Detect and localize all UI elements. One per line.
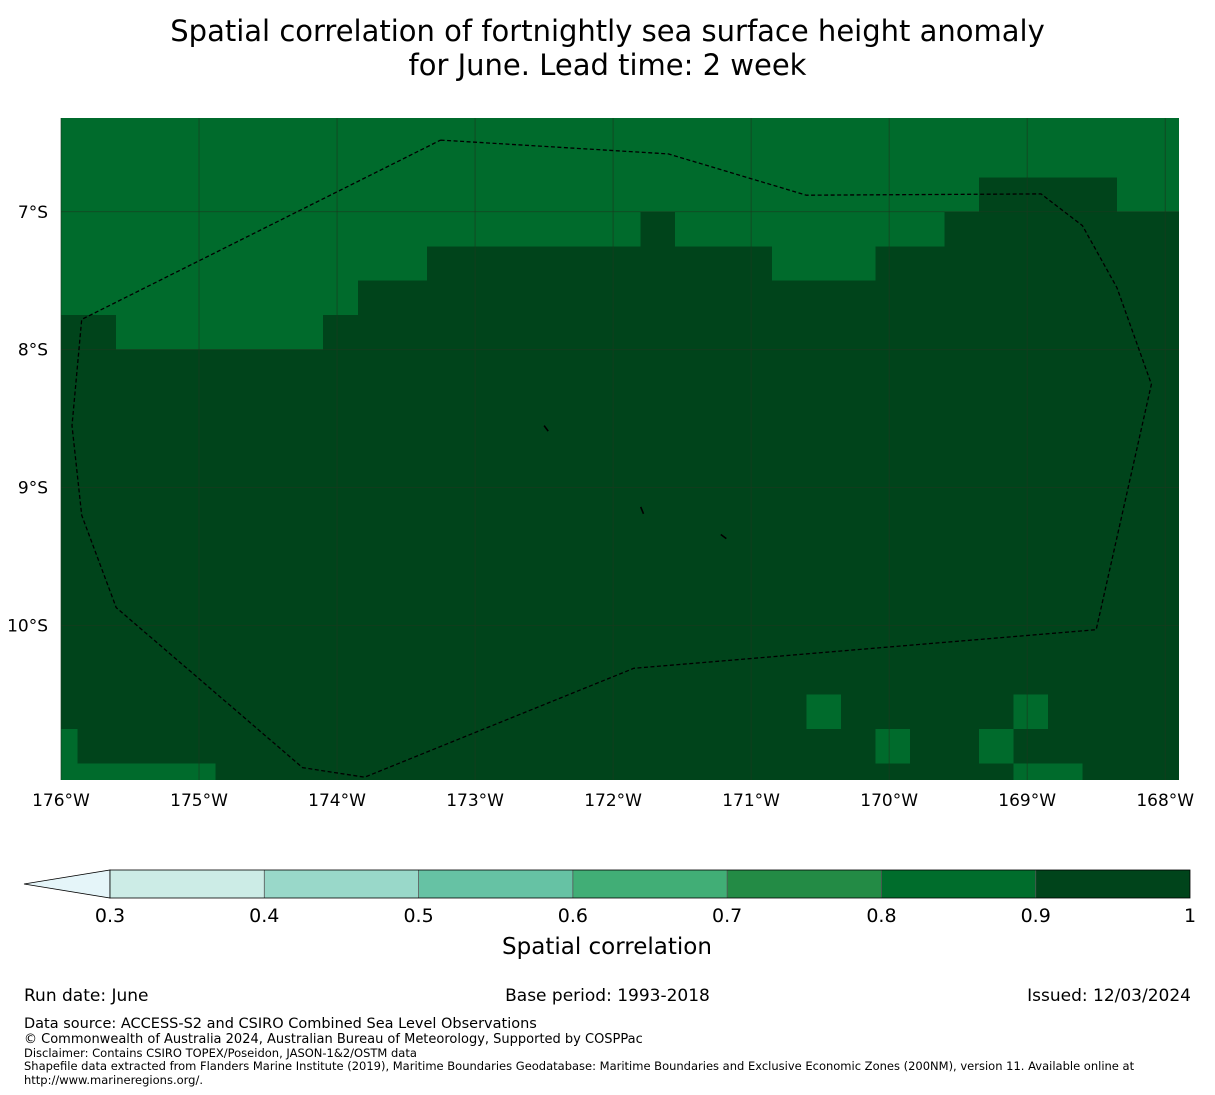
colorbar-bin — [110, 870, 265, 898]
colorbar-bin — [418, 870, 573, 898]
island-outline — [639, 506, 645, 515]
colorbar: 0.3 0.4 0.5 0.6 0.7 0.8 0.9 1 — [23, 869, 1196, 927]
colorbar-tick-label: 0.8 — [866, 905, 896, 927]
x-axis-ticks: 176°W 175°W 174°W 173°W 172°W 171°W 170°W 169°W… — [32, 791, 1194, 811]
colorbar-title: Spatial correlation — [502, 934, 712, 960]
x-tick-label: 169°W — [998, 791, 1056, 811]
colorbar-extend-min — [23, 869, 111, 899]
y-axis-ticks: 7°S 8°S 9°S 10°S — [7, 203, 48, 637]
x-tick-label: 176°W — [32, 791, 90, 811]
correlation-cell — [61, 694, 807, 729]
colorbar-bin — [1035, 870, 1190, 898]
map-panel — [60, 118, 1179, 780]
base-period: Base period: 1993-2018 — [505, 986, 710, 1006]
correlation-cell — [640, 246, 772, 281]
x-tick-label: 172°W — [584, 791, 642, 811]
run-date: Run date: June — [24, 986, 149, 1006]
eez-boundary — [71, 139, 1153, 778]
footer-notes: Data source: ACCESS-S2 and CSIRO Combine… — [24, 1016, 1199, 1087]
issued-date: Issued: 12/03/2024 — [1027, 986, 1191, 1006]
x-tick-label: 174°W — [308, 791, 366, 811]
shapefile-credit: Shapefile data extracted from Flanders M… — [24, 1059, 1135, 1087]
correlation-cell — [357, 280, 945, 316]
colorbar-tick-label: 0.5 — [403, 905, 433, 927]
x-tick-label: 173°W — [446, 791, 504, 811]
correlation-cell — [61, 349, 1179, 695]
chart-title: Spatial correlation of fortnightly sea s… — [0, 14, 1215, 82]
colorbar-bin — [881, 870, 1036, 898]
disclaimer: Disclaimer: Contains CSIRO TOPEX/Poseido… — [24, 1046, 417, 1060]
correlation-cell — [640, 211, 676, 247]
x-tick-label: 175°W — [170, 791, 228, 811]
colorbar-tick-label: 0.6 — [558, 905, 588, 927]
y-tick-label: 10°S — [7, 617, 48, 637]
x-tick-label: 168°W — [1136, 791, 1194, 811]
colorbar-tick-label: 0.7 — [712, 905, 742, 927]
correlation-cell — [215, 763, 1014, 780]
title-line-1: Spatial correlation of fortnightly sea s… — [170, 14, 1045, 48]
correlation-cell — [426, 246, 641, 281]
y-tick-label: 8°S — [18, 341, 48, 361]
correlation-cell — [215, 763, 255, 780]
correlation-cell — [1047, 694, 1179, 729]
correlation-cell — [875, 246, 945, 281]
x-tick-label: 171°W — [722, 791, 780, 811]
colorbar-tick-label: 0.3 — [95, 905, 125, 927]
correlation-cell — [909, 728, 979, 764]
correlation-cell — [1013, 728, 1179, 764]
correlation-cell — [978, 177, 1117, 212]
data-source: Data source: ACCESS-S2 and CSIRO Combine… — [24, 1016, 537, 1032]
colorbar-tick-label: 0.4 — [249, 905, 279, 927]
colorbar-bin — [572, 870, 728, 898]
colorbar-frame — [109, 869, 1191, 899]
correlation-cell — [1116, 763, 1179, 780]
colorbar-bin — [727, 870, 882, 898]
correlation-cell — [323, 315, 945, 350]
correlation-cell — [77, 728, 876, 764]
island-outline — [720, 533, 727, 540]
colorbar-tick-label: 1 — [1184, 905, 1196, 927]
correlation-cell — [944, 211, 1179, 350]
title-line-2: for June. Lead time: 2 week — [408, 48, 807, 82]
colorbar-tick-label: 0.9 — [1021, 905, 1051, 927]
map-figure: 176°W 175°W 174°W 173°W 172°W 171°W 170°W 169°W… — [7, 118, 1196, 960]
copyright: © Commonwealth of Australia 2024, Austra… — [24, 1032, 643, 1047]
y-tick-label: 9°S — [18, 479, 48, 499]
x-tick-label: 170°W — [860, 791, 918, 811]
correlation-cell — [61, 315, 117, 350]
colorbar-bin — [264, 870, 419, 898]
correlation-cell — [1082, 763, 1117, 780]
correlation-cell — [840, 694, 1014, 729]
island-outline — [543, 425, 549, 432]
y-tick-label: 7°S — [18, 203, 48, 223]
